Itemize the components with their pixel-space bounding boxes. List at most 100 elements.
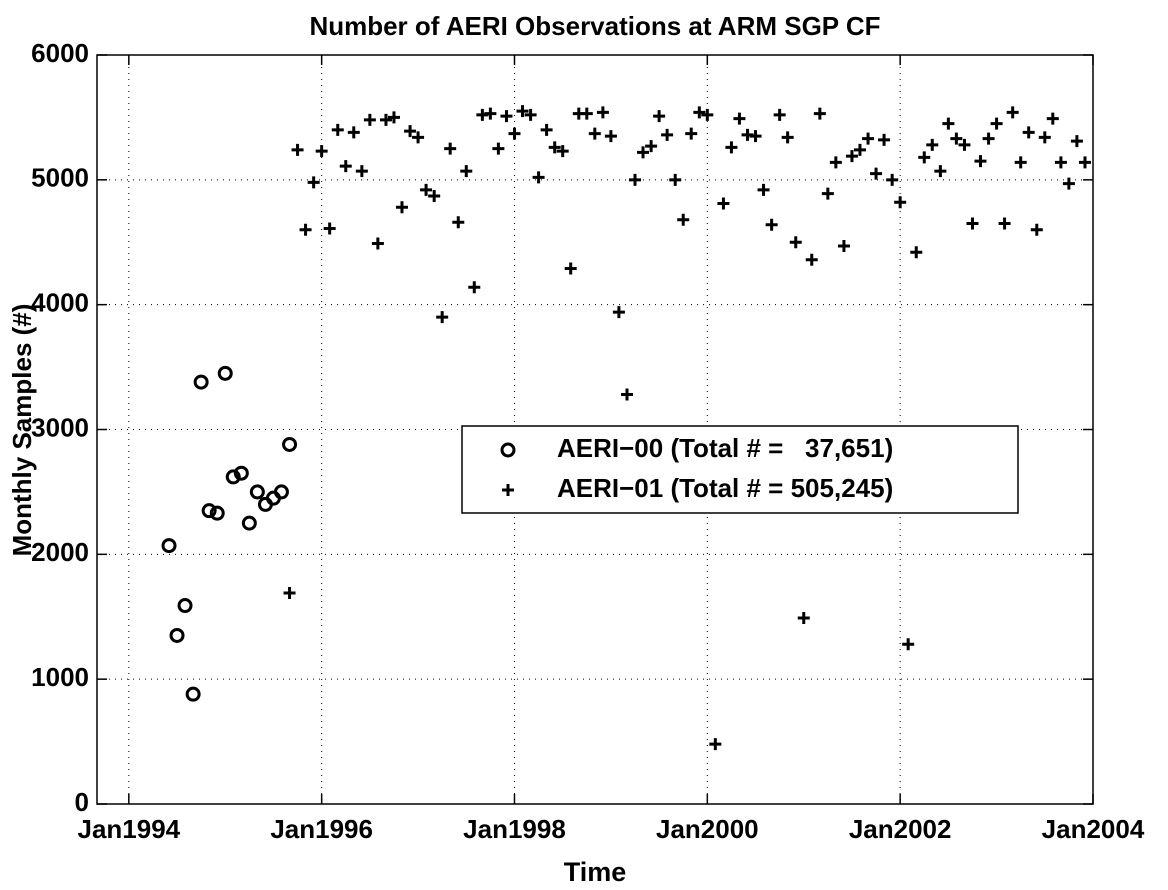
point [580,107,593,120]
point [532,171,545,184]
point [468,281,481,294]
point [169,627,185,643]
point [725,141,738,154]
y-tick-label: 5000 [31,163,89,193]
point [588,127,601,140]
point [637,146,650,159]
point [395,201,408,214]
point [225,469,241,485]
point [1030,223,1043,236]
point [492,142,505,155]
point [926,138,939,151]
point [749,130,762,143]
x-tick-label: Jan1994 [77,814,180,844]
y-tick-label: 2000 [31,537,89,567]
legend-marker [500,442,516,458]
point [193,374,209,390]
y-tick-label: 0 [75,787,89,817]
point [217,365,233,381]
point [379,113,392,126]
point [540,123,553,136]
point [990,117,1003,130]
point [837,239,850,252]
point [629,173,642,186]
point [878,133,891,146]
point [282,436,298,452]
legend-box [461,425,1019,514]
point [1038,131,1051,144]
point [910,246,923,259]
point [355,165,368,178]
point [209,505,225,521]
point [612,306,625,319]
legend-label: AERI−01 (Total # = 505,245) [557,473,893,503]
chart-title: Number of AERI Observations at ARM SGP C… [309,11,880,41]
point [516,105,529,118]
point [1062,177,1075,190]
point [371,237,384,250]
point [653,110,666,123]
point [1022,126,1035,139]
point [412,131,425,144]
point [998,217,1011,230]
point [942,117,955,130]
x-tick-label: Jan1998 [463,814,566,844]
point [693,106,706,119]
point [709,738,722,751]
point [161,538,177,554]
point [347,126,360,139]
point [436,311,449,324]
point [291,143,304,156]
point [1079,156,1091,169]
point [452,216,465,229]
point [853,143,866,156]
point [717,197,730,210]
point [428,190,441,203]
point [966,217,979,230]
point [845,150,858,163]
point [685,127,698,140]
point [524,108,537,121]
point [902,638,915,651]
point [773,108,786,121]
point [273,484,289,500]
point [339,160,352,173]
point [870,167,883,180]
point [315,145,328,158]
point [621,388,634,401]
point [201,503,217,519]
point [299,223,312,236]
point [677,213,690,226]
point [1046,112,1059,125]
point [645,140,658,153]
point [508,127,521,140]
point [934,165,947,178]
x-tick-label: Jan2002 [849,814,952,844]
point [484,107,497,120]
y-tick-label: 3000 [31,412,89,442]
point [821,187,834,200]
point [249,484,265,500]
point [363,113,376,126]
point [765,218,778,231]
point [241,515,257,531]
point [757,183,770,196]
point [177,598,193,614]
point [387,111,400,124]
point [982,132,995,145]
legend-marker [502,484,514,496]
point [233,465,249,481]
point [733,112,746,125]
point [805,253,818,266]
y-tick-label: 6000 [31,38,89,68]
point [185,686,201,702]
point [323,222,336,235]
point [701,108,714,121]
point [404,125,417,138]
x-tick-label: Jan2004 [1042,814,1145,844]
point [1054,156,1067,169]
point [918,151,931,164]
point [420,183,433,196]
point [1006,106,1019,119]
